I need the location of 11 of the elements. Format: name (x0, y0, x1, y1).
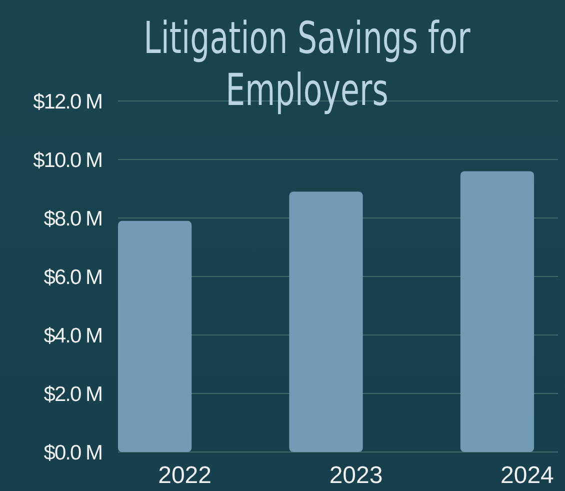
x-tick-label: 2022 (158, 462, 212, 489)
y-tick-label: $12.0 M (33, 90, 102, 114)
y-tick-label: $0.0 M (44, 441, 102, 464)
y-tick-label: $2.0 M (44, 382, 102, 406)
x-tick-label: 2023 (329, 462, 383, 489)
y-tick-label: $6.0 M (44, 266, 102, 289)
chart-title: Litigation Savings for Employers (144, 12, 471, 116)
x-tick-label: 2024 (500, 462, 554, 489)
y-tick-label: $4.0 M (44, 324, 102, 348)
y-tick-label: $10.0 M (33, 148, 102, 172)
y-tick-label: $8.0 M (44, 207, 102, 230)
